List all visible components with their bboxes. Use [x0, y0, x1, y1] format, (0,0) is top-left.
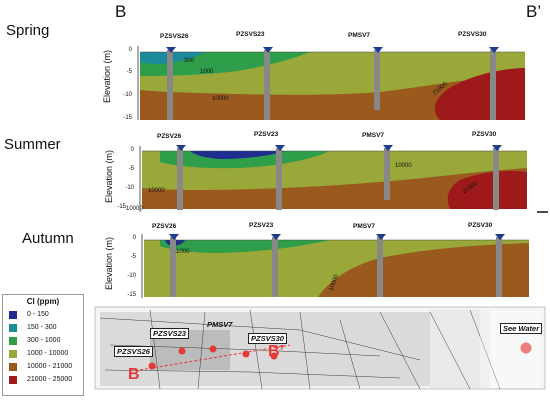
y-tick: 0	[128, 47, 132, 53]
well-casing	[493, 148, 499, 210]
layer-21000-25000	[435, 68, 525, 120]
well-casing	[377, 237, 383, 297]
water-table-marker	[495, 234, 505, 240]
contour-label: 10000	[212, 96, 229, 102]
y-tick: -15	[123, 115, 132, 121]
water-table-marker	[166, 47, 176, 53]
sea-water-dot	[520, 342, 532, 354]
legend-swatch	[9, 375, 17, 384]
season-label-autumn: Autumn	[22, 230, 74, 247]
map-label: PZSVS30	[248, 333, 287, 344]
well-location-dot	[148, 362, 156, 370]
legend-swatch	[9, 349, 17, 358]
well-casing	[384, 148, 390, 200]
well-location-dot	[209, 345, 217, 353]
legend-swatch	[9, 310, 17, 319]
well-location-dot	[270, 352, 278, 360]
legend-swatch	[9, 336, 17, 345]
map-label: See Water	[500, 323, 543, 334]
layer-21000-25000	[447, 170, 527, 209]
well-casing	[374, 50, 380, 110]
map-label: PMSV7	[207, 320, 233, 329]
well-label: PZSV26	[152, 223, 177, 230]
well-label: PMSV7	[348, 32, 371, 39]
well-label: PMSV7	[362, 132, 385, 139]
layer-300-1000	[160, 240, 330, 253]
section-autumn	[144, 239, 529, 297]
y-tick: -5	[126, 69, 132, 75]
legend: Cl (ppm) 0 - 150 150 - 300 300 - 1000 10…	[2, 294, 84, 396]
legend-swatch	[9, 362, 17, 371]
y-tick: -15	[127, 292, 136, 298]
well-casing	[264, 50, 270, 120]
well-casing	[272, 237, 278, 297]
well-label: PZSVS23	[236, 31, 265, 38]
season-label-summer: Summer	[4, 136, 61, 153]
water-table-marker	[263, 47, 273, 53]
y-tick: -10	[127, 273, 136, 279]
legend-item: 1000 - 10000	[9, 347, 83, 360]
legend-title: Cl (ppm)	[26, 297, 60, 306]
water-table-marker	[176, 145, 186, 151]
contour-label: 1000	[176, 249, 190, 255]
map-label: PZSVS23	[150, 328, 189, 339]
well-casing	[177, 148, 183, 210]
section-start-label: B	[115, 2, 127, 21]
legend-item: 0 - 150	[9, 308, 83, 321]
well-label: PZSV30	[468, 222, 493, 229]
well-label: PZSV26	[157, 133, 182, 140]
location-map	[94, 306, 546, 390]
well-casing	[276, 148, 282, 210]
well-label: PZSVS26	[160, 33, 189, 40]
section-summer	[142, 150, 527, 209]
well-location-dot	[242, 350, 250, 358]
well-casing	[496, 237, 502, 297]
well-casing	[167, 50, 173, 120]
section-end-label: B’	[526, 2, 542, 21]
water-table-marker	[383, 145, 393, 151]
map-letter: B	[128, 366, 140, 383]
season-label-spring: Spring	[6, 22, 50, 39]
legend-item: 300 - 1000	[9, 334, 83, 347]
water-table-marker	[373, 47, 383, 53]
map-label: PZSVS26	[114, 346, 153, 357]
water-table-marker	[275, 145, 285, 151]
water-table-marker	[271, 234, 281, 240]
layer-0-150	[190, 151, 285, 159]
y-tick: 0	[132, 235, 136, 241]
y-tick: 0	[130, 147, 134, 153]
contour-label: 1000	[200, 69, 214, 75]
contour-label: 10000	[148, 188, 165, 194]
well-label: PZSV23	[249, 222, 274, 229]
y-tick: -5	[130, 254, 136, 260]
contour-label: 300	[184, 58, 195, 64]
layer-1000-10000	[144, 240, 529, 297]
well-label: PZSVS30	[458, 31, 487, 38]
water-table-marker	[492, 145, 502, 151]
legend-item: 150 - 300	[9, 321, 83, 334]
legend-item: 10000 - 21000	[9, 360, 83, 373]
well-label: PMSV7	[353, 223, 376, 230]
well-label: PZSV30	[472, 131, 497, 138]
y-tick: -15	[117, 204, 126, 210]
water-table-marker	[376, 234, 386, 240]
water-table-marker	[169, 234, 179, 240]
well-label: PZSV23	[254, 131, 279, 138]
map-letter: B’	[268, 343, 284, 360]
water-table-marker	[489, 47, 499, 53]
y-tick: -10	[123, 92, 132, 98]
contour-label: 10000	[395, 163, 412, 169]
contour-label: 10000	[126, 206, 143, 212]
legend-item: 21000 - 25000	[9, 373, 83, 386]
y-tick: -5	[128, 166, 134, 172]
well-casing	[170, 237, 176, 297]
y-tick: -10	[125, 185, 134, 191]
section-spring	[140, 51, 525, 120]
legend-swatch	[9, 323, 17, 332]
well-location-dot	[178, 347, 186, 355]
well-casing	[490, 50, 496, 120]
